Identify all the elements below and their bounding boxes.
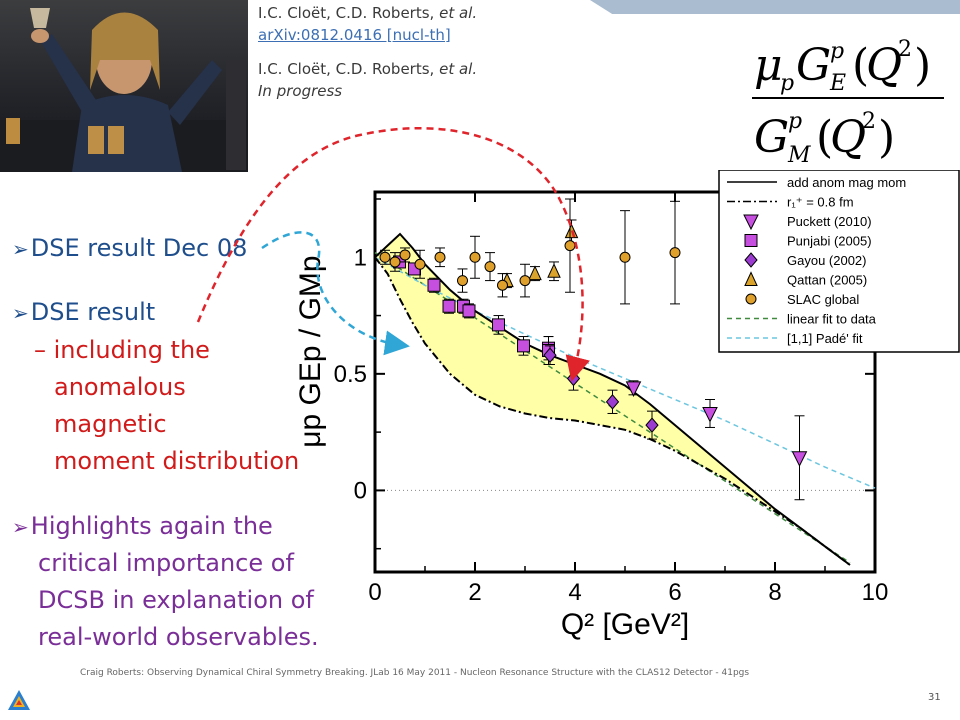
svg-text:): ) [914,40,931,91]
svg-text:μ: μ [754,40,783,91]
svg-text:E: E [829,71,846,96]
data-point [389,256,401,268]
svg-text:Q: Q [866,40,902,91]
svg-text:p: p [788,109,802,134]
legend-marker [743,214,759,231]
svg-text:): ) [878,112,895,163]
legend-marker [744,252,758,268]
subbullet-line-3: magnetic [54,410,167,438]
data-point [399,249,411,261]
x-tick-label: 6 [668,579,681,606]
legend-marker [744,271,758,286]
data-point [492,318,505,332]
arrow-bullet-icon: ➢ [12,515,29,539]
reference-2: I.C. Cloët, C.D. Roberts, et al. [258,60,477,78]
legend: add anom mag mom r₁⁺ = 0.8 fm Puckett (201… [718,170,960,353]
reference-1-authors: I.C. Cloët, C.D. Roberts, [258,4,435,22]
reference-1: I.C. Cloët, C.D. Roberts, et al. [258,4,477,22]
legend-label: r₁⁺ = 0.8 fm [787,195,854,210]
svg-text:(: ( [852,40,869,91]
legend-label: Puckett (2010) [787,214,872,229]
y-tick-label: 0 [354,477,367,504]
svg-text:p: p [830,39,844,64]
data-point [605,394,620,410]
y-axis-label: μp GEp / GMp [294,255,327,447]
data-point [469,251,481,263]
legend-box [718,170,960,353]
reference-1-etal: et al. [439,4,478,22]
data-point [517,339,530,353]
bullet-highlights-line-1: Highlights again the [30,512,273,540]
data-point [414,258,426,270]
page-number: 31 [928,692,941,703]
bullet-highlights-line-4: real-world observables. [38,623,319,651]
data-point [434,251,446,263]
reference-2-etal: et al. [439,60,478,78]
svg-text:G: G [796,40,831,91]
bullet-highlights-line-3: DCSB in explanation of [38,586,314,614]
reference-1-link-row: arXiv:0812.0416 [nucl-th] [258,26,451,44]
data-point [791,451,808,467]
subbullet-line-2: anomalous [54,373,186,401]
reference-2-status: In progress [258,82,343,100]
data-point [427,278,441,292]
arrow-bullet-icon: ➢ [12,237,29,261]
data-point [442,299,456,313]
subbullet-line-4: moment distribution [54,447,300,475]
x-tick-label: 0 [368,579,381,606]
legend-label: Punjabi (2005) [787,234,872,249]
bullet-dse-result-text: DSE result [30,298,156,326]
data-point [462,304,476,318]
svg-text:M: M [787,143,811,168]
data-point [625,381,642,397]
data-point [457,275,468,287]
legend-marker [744,234,758,247]
data-point [669,247,681,259]
bullet-dse-dec08-text: DSE result Dec 08 [30,234,248,262]
arrow-bullet-icon: ➢ [12,301,29,325]
x-axis-label: Q² [GeV²] [561,608,689,640]
svg-text:(: ( [816,112,833,163]
y-tick-label: 1 [354,244,367,271]
photo-illustration [0,8,248,172]
svg-text:2: 2 [862,109,876,134]
form-factor-chart: 0 2 4 6 8 10 0 0.5 1 Q² [GeV²] μp GEp / GMp add ano… [294,170,960,640]
x-tick-label: 10 [862,579,889,606]
reference-2-authors: I.C. Cloët, C.D. Roberts, [258,60,435,78]
top-accent-bar [590,0,960,14]
x-tick-label: 8 [768,579,781,606]
data-point [619,251,631,263]
legend-label: SLAC global [787,292,859,307]
legend-marker [745,293,757,305]
ratio-formula: μ p G p E ( Q 2 ) G p M ( Q 2 ) [752,37,944,168]
legend-label: Qattan (2005) [787,273,867,288]
bullet-highlights-line-2: critical importance of [38,549,294,577]
data-point [497,279,508,291]
logo-icon [8,690,30,710]
svg-text:G: G [754,112,789,163]
data-point [564,240,576,252]
y-tick-label: 0.5 [334,361,367,388]
x-tick-label: 4 [568,579,581,606]
legend-label: add anom mag mom [787,175,906,190]
legend-label: [1,1] Padé' fit [787,331,863,346]
svg-text:2: 2 [898,37,912,62]
data-point [484,261,496,273]
bullet-dse-result: ➢DSE result [12,294,155,332]
bullet-highlights: ➢Highlights again the [12,508,273,546]
x-tick-label: 2 [468,579,481,606]
data-point [379,251,391,263]
legend-label: Gayou (2002) [787,253,867,268]
data-point [519,275,531,287]
footer-text: Craig Roberts: Observing Dynamical Chira… [80,668,750,678]
speaker-photo [0,0,248,172]
legend-label: linear fit to data [787,312,877,327]
bullet-dse-dec08: ➢DSE result Dec 08 [12,230,247,268]
subbullet-line-1: – including the [34,336,210,364]
data-point [645,417,659,433]
arxiv-link[interactable]: arXiv:0812.0416 [nucl-th] [258,26,451,44]
svg-text:p: p [780,71,794,96]
svg-text:Q: Q [830,112,866,163]
data-point [702,406,718,423]
